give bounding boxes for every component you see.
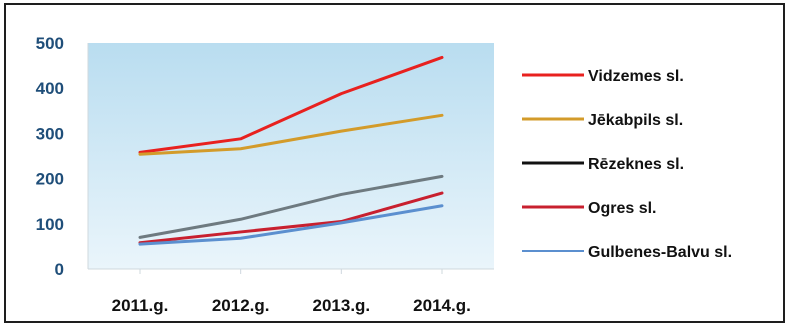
chart-frame: 0 100 200 300 400 500 2011.g. 2012.g. 2013.g. 20… [4,3,785,323]
series-line-3 [138,174,444,239]
legend-label: Jēkabpils sl. [588,112,683,129]
legend-label: Rēzeknes sl. [588,156,684,173]
x-tick-label: 2014.g. [413,296,471,315]
y-tick-label: 500 [36,34,64,53]
series-line-2 [138,113,444,156]
legend-label: Vidzemes sl. [588,68,684,85]
series-line-1 [138,55,444,154]
x-tick-label: 2011.g. [112,296,169,315]
line-chart: 0 100 200 300 400 500 2011.g. 2012.g. 2013.g. 20… [36,34,732,315]
y-tick-label: 200 [36,170,64,189]
x-tick-label: 2013.g. [313,296,371,315]
legend-label: Gulbenes-Balvu sl. [588,244,732,261]
series-line-5 [138,204,444,246]
y-tick-label: 100 [36,215,64,234]
series-line-4 [138,191,444,245]
legend-label: Ogres sl. [588,200,656,217]
y-tick-label: 300 [36,124,64,143]
x-tick-label: 2012.g. [212,296,270,315]
y-tick-label: 0 [55,260,64,279]
y-tick-label: 400 [36,79,64,98]
